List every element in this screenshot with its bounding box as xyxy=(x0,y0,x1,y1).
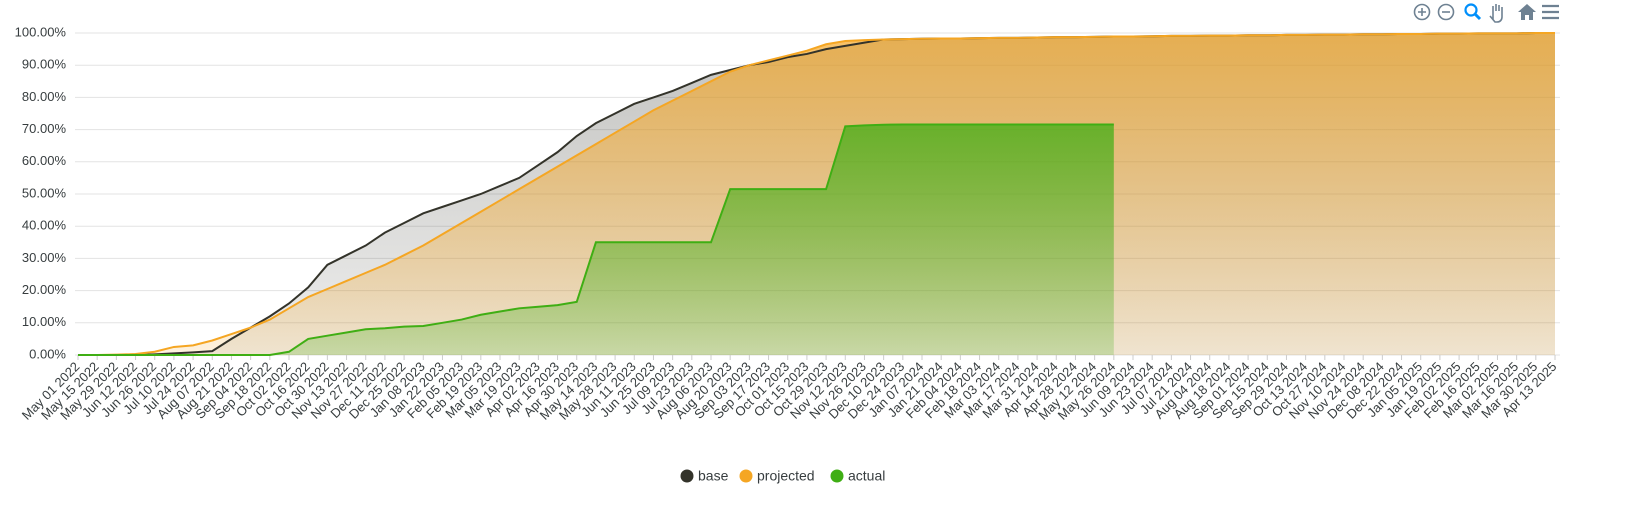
line xyxy=(78,32,1555,356)
home-button[interactable] xyxy=(1518,4,1536,20)
legend-marker xyxy=(680,469,694,483)
zoom-out-button[interactable] xyxy=(1437,3,1455,21)
zoom-select-button[interactable] xyxy=(1464,3,1482,21)
y-tick-label: 40.00% xyxy=(22,218,67,233)
y-tick-label: 30.00% xyxy=(22,250,67,265)
y-tick-label: 60.00% xyxy=(22,153,67,168)
legend-label: base xyxy=(698,468,729,484)
y-tick-label: 100.00% xyxy=(15,24,67,39)
y-tick-label: 20.00% xyxy=(22,282,67,297)
y-tick-label: 50.00% xyxy=(22,185,67,200)
legend-label: projected xyxy=(757,468,815,484)
y-tick-label: 90.00% xyxy=(22,57,67,72)
y-tick-label: 0.00% xyxy=(29,346,66,361)
y-tick-label: 80.00% xyxy=(22,89,67,104)
y-tick-label: 70.00% xyxy=(22,121,67,136)
area xyxy=(78,124,1114,355)
legend-marker xyxy=(739,469,753,483)
zoom-in-button[interactable] xyxy=(1413,3,1431,21)
pan-button[interactable] xyxy=(1489,4,1503,23)
y-tick-label: 10.00% xyxy=(22,314,67,329)
legend-marker xyxy=(830,469,844,483)
toolbar xyxy=(1413,3,1559,23)
menu-button[interactable] xyxy=(1542,4,1559,20)
line xyxy=(78,123,1114,356)
legend-label: actual xyxy=(848,468,885,484)
